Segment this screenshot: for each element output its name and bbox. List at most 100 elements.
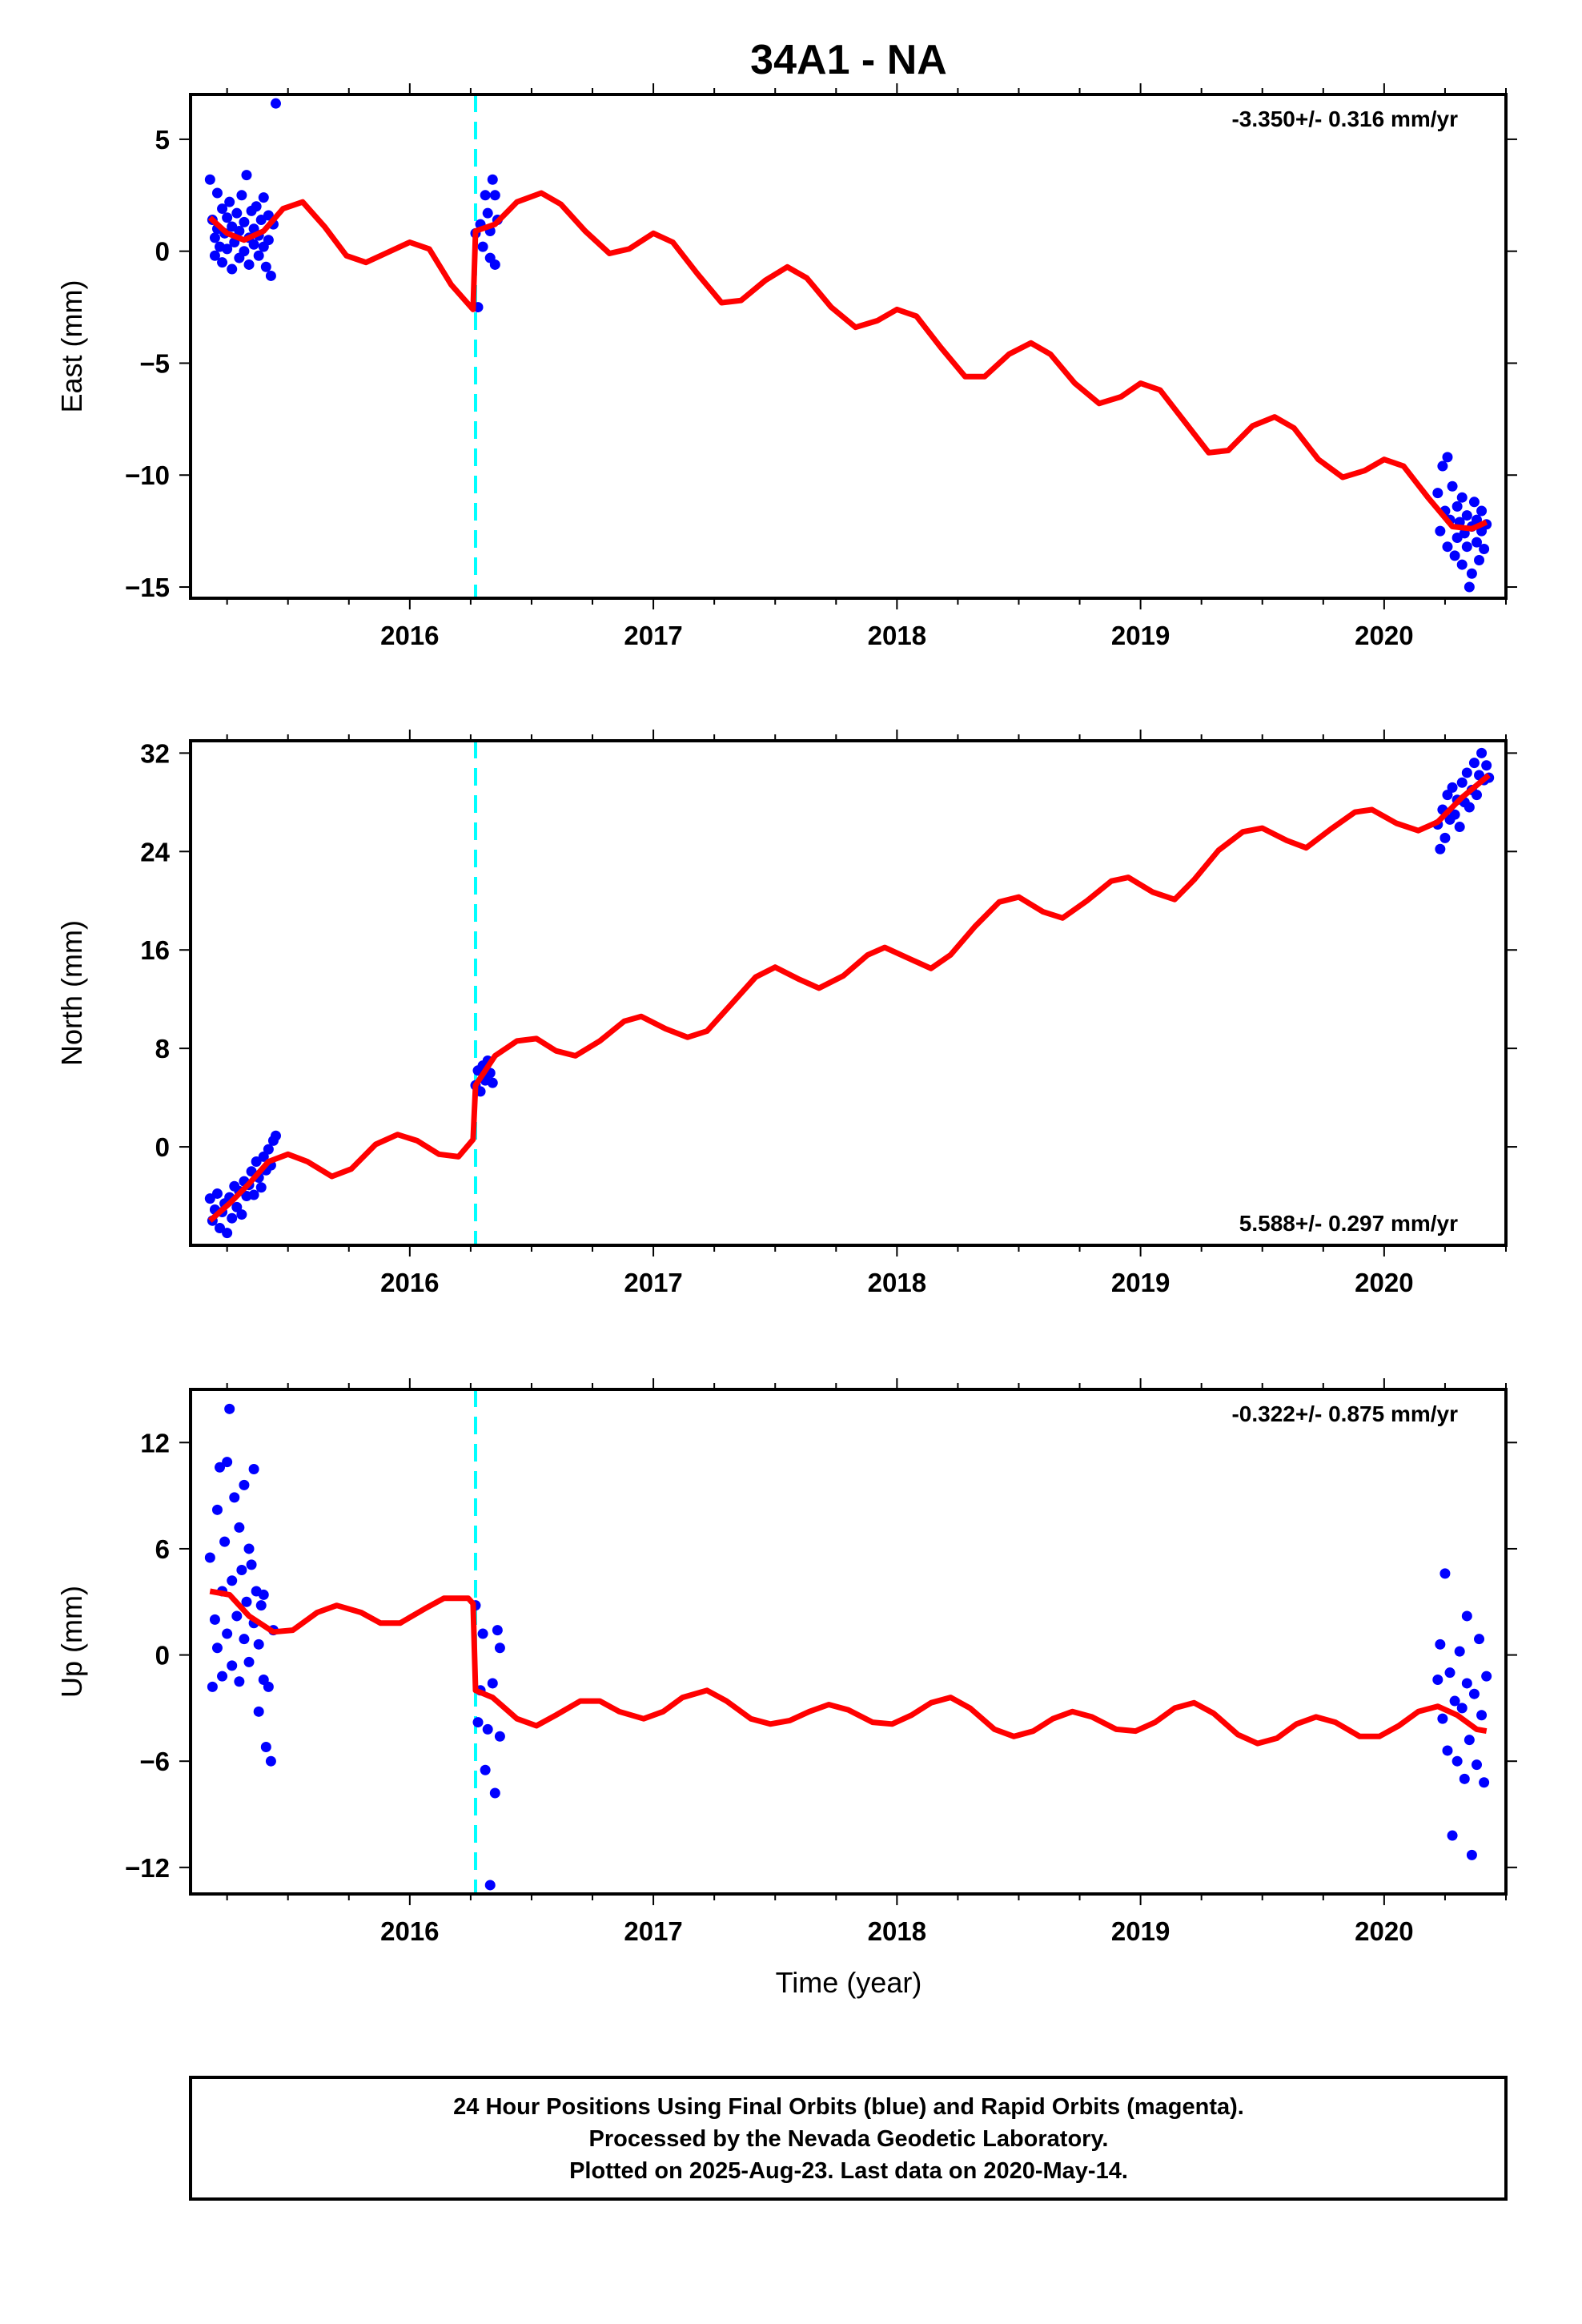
data-point: [1437, 460, 1448, 472]
x-tick-label: 2016: [380, 1916, 439, 1946]
data-point: [487, 174, 498, 185]
data-point: [241, 170, 252, 181]
data-point: [480, 1764, 491, 1775]
data-point: [1481, 760, 1492, 771]
data-point: [1461, 1678, 1472, 1689]
data-point: [1449, 1695, 1460, 1707]
data-point: [1442, 1745, 1453, 1756]
y-axis-label: East (mm): [55, 280, 88, 413]
data-point: [248, 1463, 259, 1474]
data-point: [243, 1543, 255, 1554]
data-point: [270, 1130, 281, 1141]
data-point: [1468, 758, 1480, 769]
x-tick-label: 2017: [624, 1268, 682, 1297]
data-point: [219, 1536, 231, 1547]
x-tick-label: 2020: [1355, 621, 1413, 650]
data-point: [227, 1660, 238, 1671]
data-point: [1461, 767, 1472, 778]
data-point: [222, 243, 233, 255]
x-axis-label: Time (year): [776, 1966, 922, 1999]
data-point: [1474, 554, 1485, 565]
footer-line-3: Plotted on 2025-Aug-23. Last data on 202…: [569, 2158, 1128, 2184]
data-point: [1461, 541, 1472, 553]
data-point: [241, 1596, 252, 1607]
data-point: [1442, 452, 1453, 463]
data-point: [1459, 1773, 1470, 1784]
data-point: [215, 1462, 226, 1473]
data-point: [222, 212, 233, 223]
y-axis-label: Up (mm): [55, 1586, 88, 1698]
data-point: [239, 216, 250, 227]
plot-area-east: [204, 94, 1492, 598]
data-point: [1449, 550, 1460, 561]
data-point: [253, 1706, 264, 1717]
data-point: [1461, 1610, 1472, 1622]
y-tick-label: 12: [140, 1428, 170, 1458]
data-point: [248, 1189, 259, 1200]
panel-frame: [189, 1388, 1508, 1896]
y-tick-label: 0: [155, 1641, 170, 1671]
data-point: [211, 1642, 223, 1654]
data-point: [1439, 832, 1451, 843]
data-point: [236, 1564, 247, 1575]
data-point: [239, 1479, 250, 1490]
data-point: [1432, 1675, 1443, 1686]
data-point: [472, 1717, 484, 1728]
data-point: [1461, 510, 1472, 521]
data-point: [1439, 1568, 1451, 1579]
data-point: [258, 1151, 269, 1162]
data-point: [258, 1589, 269, 1600]
data-point: [1442, 790, 1453, 801]
data-point: [211, 1188, 223, 1199]
data-point: [263, 235, 274, 246]
velocity-label: -0.322+/- 0.875 mm/yr: [1231, 1401, 1458, 1426]
x-tick-label: 2020: [1355, 1268, 1413, 1297]
y-tick-label: 16: [140, 935, 170, 965]
data-point: [251, 1156, 262, 1168]
data-point: [265, 1755, 276, 1767]
data-point: [492, 1625, 503, 1636]
data-point: [204, 174, 215, 185]
data-point: [222, 1228, 233, 1239]
data-point: [243, 1656, 255, 1667]
plot-area-north: [204, 741, 1495, 1245]
y-tick-label: 5: [155, 125, 170, 155]
data-point: [1474, 1634, 1485, 1645]
data-point: [484, 1880, 496, 1891]
x-tick-label: 2018: [868, 1916, 926, 1946]
model-fit-curve: [209, 1588, 1488, 1747]
data-point: [489, 190, 500, 201]
data-point: [1442, 541, 1453, 553]
data-point: [260, 261, 271, 272]
x-tick-label: 2017: [624, 1916, 682, 1946]
data-point: [234, 1676, 245, 1687]
footer-line-1: 24 Hour Positions Using Final Orbits (bl…: [453, 2094, 1244, 2120]
data-point: [1437, 1713, 1448, 1724]
data-point: [1476, 747, 1488, 758]
data-point: [1435, 525, 1446, 537]
data-point: [222, 1457, 233, 1468]
x-tick-label: 2016: [380, 1268, 439, 1297]
y-tick-label: −5: [139, 348, 170, 378]
data-point: [480, 190, 491, 201]
x-tick-label: 2018: [868, 621, 926, 650]
panels: 2016 2017 2018 2019 2020 5 0 −5 −10 −15 East (mm) -…: [55, 83, 1517, 1946]
data-point: [222, 1628, 233, 1639]
data-point: [1435, 1638, 1446, 1650]
x-tick-label: 2017: [624, 621, 682, 650]
data-point: [231, 207, 243, 219]
data-point: [209, 232, 220, 243]
data-point: [215, 1222, 226, 1233]
panel-up: 2016 2017 2018 2019 2020 12 6 0 −6 −12 Up (mm) -0.3…: [55, 1378, 1517, 1946]
data-point: [482, 1723, 493, 1735]
data-point: [482, 207, 493, 219]
data-point: [1468, 497, 1480, 508]
data-point: [211, 187, 223, 199]
data-point: [1452, 1755, 1463, 1767]
data-point: [224, 196, 235, 207]
y-tick-label: −12: [125, 1853, 170, 1883]
data-point: [1452, 501, 1463, 512]
data-point: [231, 1610, 243, 1622]
data-point: [248, 239, 259, 250]
model-fit-curve: [207, 190, 1488, 532]
